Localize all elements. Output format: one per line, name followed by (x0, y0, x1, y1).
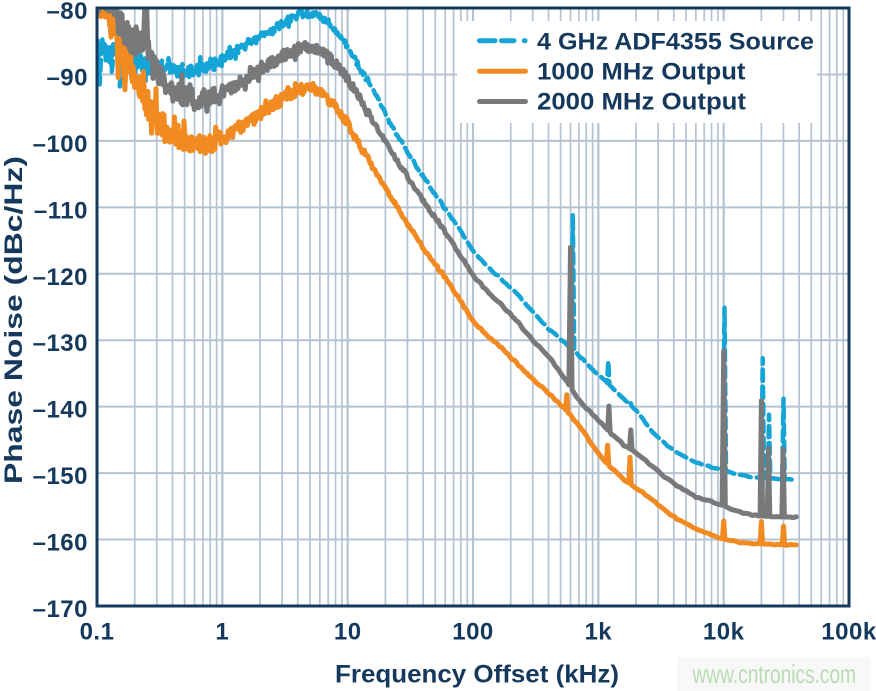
svg-text:www.cntronics.com: www.cntronics.com (692, 659, 856, 689)
svg-text:10: 10 (334, 619, 362, 646)
svg-text:–130: –130 (33, 330, 88, 357)
svg-text:–160: –160 (33, 530, 88, 557)
svg-text:2000 MHz Output: 2000 MHz Output (537, 88, 746, 115)
svg-text:Frequency Offset (kHz): Frequency Offset (kHz) (335, 661, 619, 689)
svg-text:–170: –170 (33, 596, 88, 623)
svg-text:10k: 10k (703, 619, 745, 646)
svg-text:1k: 1k (584, 619, 612, 646)
svg-text:–100: –100 (33, 131, 88, 158)
svg-text:4 GHz ADF4355 Source: 4 GHz ADF4355 Source (537, 28, 814, 55)
svg-text:–90: –90 (46, 64, 88, 91)
svg-text:Phase Noise (dBc/Hz): Phase Noise (dBc/Hz) (0, 156, 28, 484)
svg-text:100k: 100k (821, 619, 876, 646)
svg-text:–150: –150 (33, 463, 88, 490)
svg-text:–110: –110 (34, 197, 88, 224)
svg-text:–140: –140 (33, 397, 88, 424)
svg-text:0.1: 0.1 (80, 619, 115, 646)
svg-text:1000 MHz Output: 1000 MHz Output (537, 58, 746, 85)
svg-text:100: 100 (452, 619, 494, 646)
svg-text:–80: –80 (46, 0, 88, 25)
svg-text:1: 1 (215, 619, 229, 646)
svg-text:–120: –120 (33, 264, 88, 291)
